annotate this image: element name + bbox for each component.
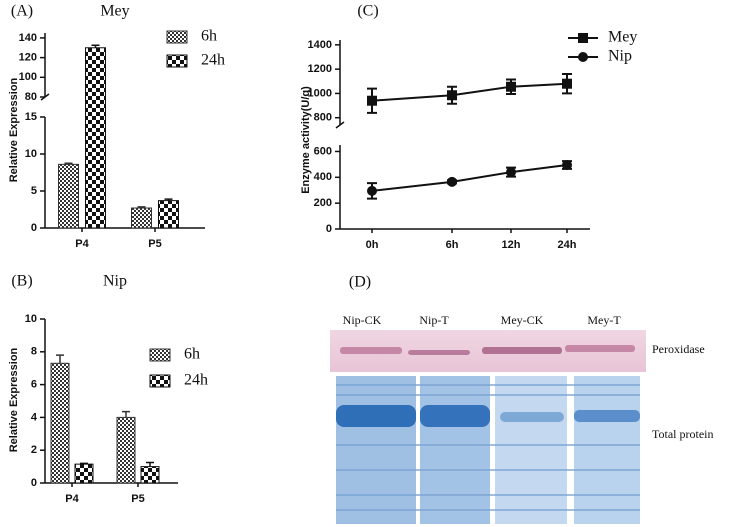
error-bar bbox=[146, 461, 154, 467]
gel-panel bbox=[330, 330, 646, 524]
error-bar bbox=[122, 410, 130, 418]
legend-label: 24h bbox=[201, 52, 225, 69]
marker bbox=[367, 95, 377, 106]
y-tick-label: 800 bbox=[314, 112, 332, 124]
x-tick-label: P4 bbox=[75, 238, 89, 250]
legend-label: Nip bbox=[608, 48, 632, 65]
band bbox=[340, 347, 402, 354]
marker bbox=[447, 90, 457, 101]
legend-label: 24h bbox=[184, 372, 208, 389]
y-axis-label: Relative Expression bbox=[8, 77, 20, 182]
x-tick-label: 24h bbox=[558, 239, 577, 251]
y-tick-label: 400 bbox=[314, 171, 332, 183]
panel-label: (A) bbox=[11, 3, 33, 20]
legend-marker bbox=[578, 33, 588, 43]
y-tick-label: 600 bbox=[314, 145, 332, 157]
lane bbox=[495, 376, 567, 524]
y-tick-label: 200 bbox=[314, 197, 332, 209]
error-bar bbox=[80, 462, 88, 465]
band bbox=[482, 347, 562, 354]
error-bar bbox=[91, 44, 100, 48]
x-tick-label: P4 bbox=[65, 493, 79, 505]
band bbox=[500, 412, 564, 422]
y-tick-label: 140 bbox=[19, 32, 37, 44]
panel-title: Nip bbox=[103, 273, 127, 290]
line bbox=[371, 164, 568, 192]
marker bbox=[562, 78, 572, 89]
y-tick-label: 120 bbox=[19, 52, 37, 64]
bar bbox=[158, 200, 179, 229]
y-axis-label: Enzyme activity(U/g) bbox=[300, 86, 312, 194]
row-label: Peroxidase bbox=[652, 342, 705, 356]
x-tick-label: P5 bbox=[148, 238, 161, 250]
x-tick-label: 12h bbox=[502, 239, 521, 251]
band bbox=[420, 405, 490, 427]
y-tick-label: 1200 bbox=[308, 63, 332, 75]
panel-label: (C) bbox=[357, 3, 378, 20]
y-tick-label: 4 bbox=[31, 411, 38, 423]
y-axis-label: Relative Expression bbox=[8, 347, 20, 452]
y-tick-label: 5 bbox=[31, 185, 37, 197]
y-tick-label: 100 bbox=[19, 71, 37, 83]
bar bbox=[74, 463, 94, 484]
y-tick-label: 15 bbox=[25, 111, 37, 123]
band bbox=[565, 345, 635, 352]
panel-title: Mey bbox=[100, 3, 129, 20]
lane-label: Nip-CK bbox=[343, 313, 382, 327]
bar bbox=[116, 416, 136, 484]
bar bbox=[85, 47, 106, 229]
error-bar bbox=[164, 198, 173, 201]
legend-swatch bbox=[166, 54, 188, 68]
lane bbox=[336, 376, 416, 524]
line bbox=[371, 82, 568, 102]
marker bbox=[447, 176, 457, 187]
band bbox=[574, 410, 640, 422]
legend-swatch bbox=[166, 30, 188, 44]
marker bbox=[506, 167, 516, 178]
bar bbox=[58, 163, 79, 229]
legend-label: 6h bbox=[201, 28, 217, 45]
y-tick-label: 6 bbox=[31, 379, 37, 391]
legend-marker bbox=[578, 52, 588, 62]
y-tick-label: 80 bbox=[25, 91, 37, 103]
legend-label: 6h bbox=[184, 346, 200, 363]
y-tick-label: 0 bbox=[31, 222, 37, 234]
row-label: Total protein bbox=[652, 427, 713, 441]
error-bar bbox=[56, 354, 64, 364]
y-tick-label: 2 bbox=[31, 444, 37, 456]
error-bar bbox=[137, 206, 146, 209]
y-tick-label: 10 bbox=[25, 313, 37, 325]
marker bbox=[562, 160, 572, 171]
bar bbox=[140, 466, 160, 484]
marker bbox=[367, 185, 377, 196]
y-tick-label: 0 bbox=[326, 223, 332, 235]
y-tick-label: 0 bbox=[31, 477, 37, 489]
lane-label: Mey-CK bbox=[501, 313, 544, 327]
error-bar bbox=[64, 162, 73, 165]
legend-swatch bbox=[149, 374, 171, 388]
x-tick-label: 6h bbox=[446, 239, 459, 251]
legend-label: Mey bbox=[608, 29, 637, 46]
lane bbox=[574, 376, 640, 524]
bar bbox=[131, 207, 152, 229]
y-tick-label: 1000 bbox=[308, 87, 332, 99]
x-tick-label: P5 bbox=[131, 493, 144, 505]
x-tick-label: 0h bbox=[366, 239, 379, 251]
legend-swatch bbox=[149, 348, 171, 362]
bar bbox=[50, 362, 70, 484]
lane-label: Mey-T bbox=[587, 313, 621, 327]
axis-break bbox=[335, 121, 345, 129]
y-tick-label: 8 bbox=[31, 346, 37, 358]
marker bbox=[506, 81, 516, 92]
band bbox=[336, 405, 416, 427]
band bbox=[408, 350, 470, 355]
panel-label: (B) bbox=[11, 273, 32, 290]
panel-label: (D) bbox=[349, 274, 371, 291]
lane-label: Nip-T bbox=[419, 313, 449, 327]
lane bbox=[420, 376, 490, 524]
y-tick-label: 10 bbox=[25, 148, 37, 160]
y-tick-label: 1400 bbox=[308, 39, 332, 51]
